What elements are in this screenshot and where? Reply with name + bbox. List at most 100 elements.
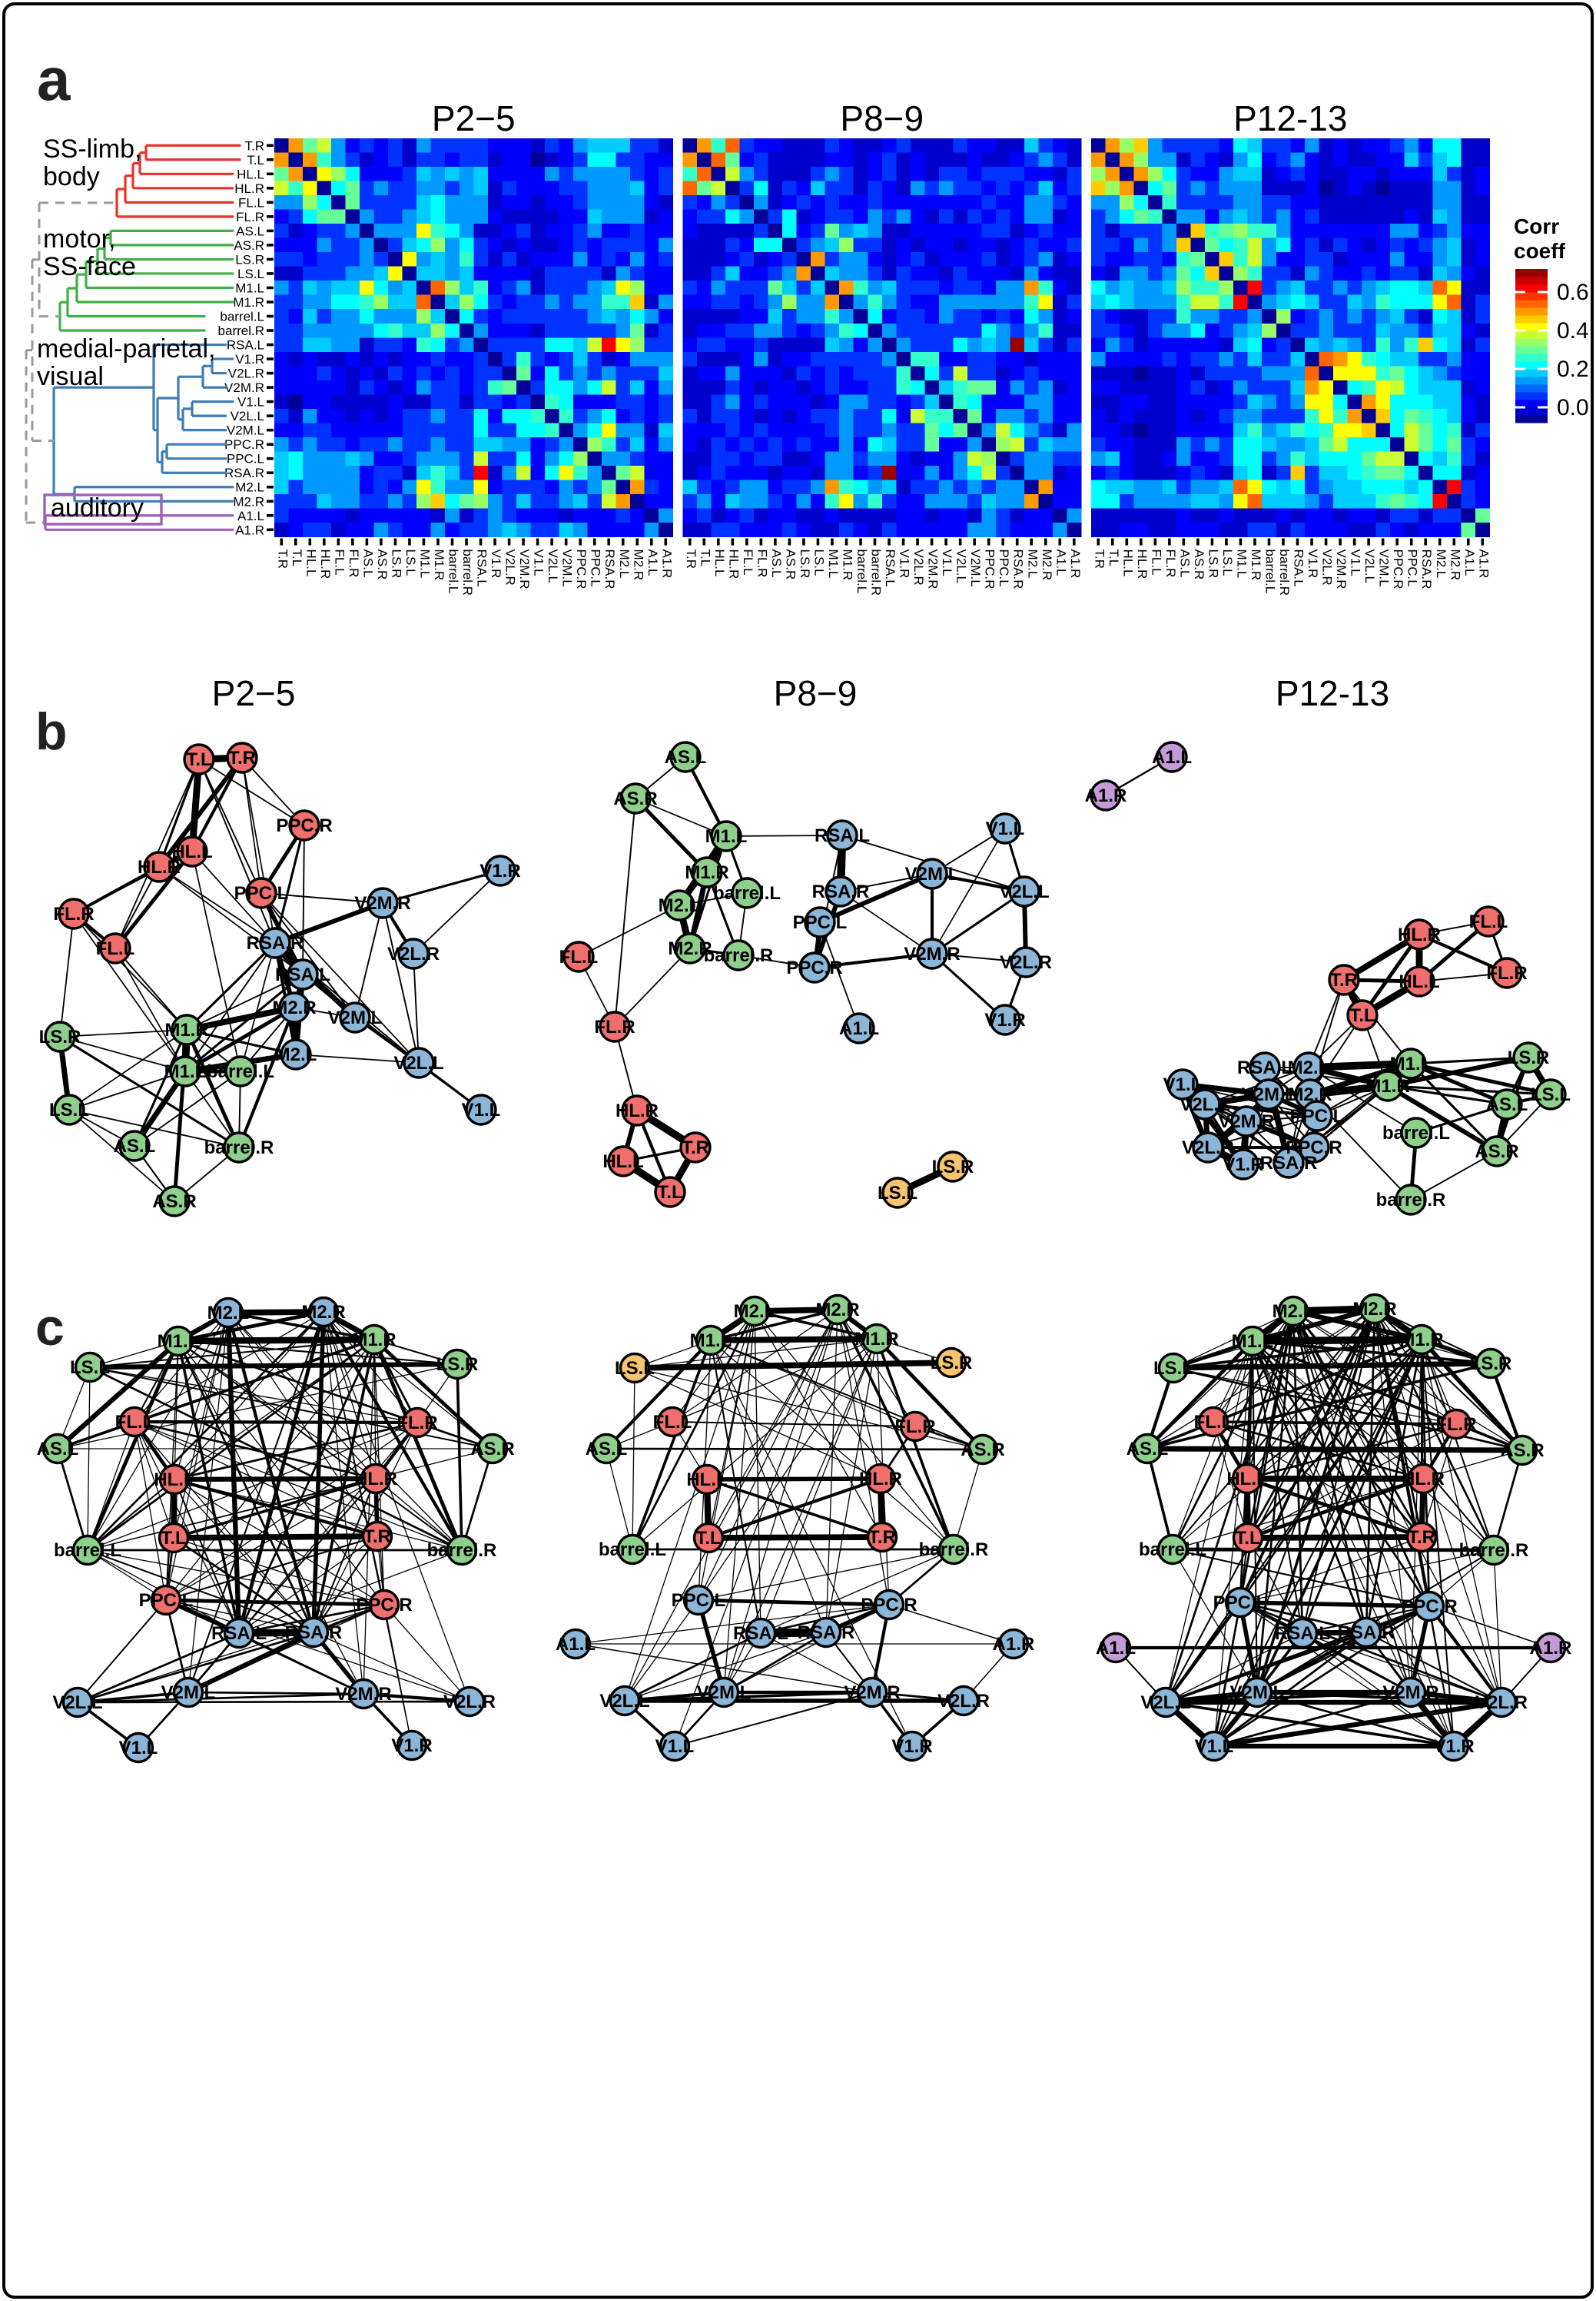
col-label: LS.R bbox=[798, 550, 812, 579]
node-A1.L bbox=[843, 1012, 875, 1044]
node-label-AS.R: AS.R bbox=[152, 1191, 196, 1212]
node-label-LS.R: LS.R bbox=[436, 1354, 479, 1375]
node-barrel.L bbox=[1156, 1533, 1189, 1566]
node-label-FL.L: FL.L bbox=[559, 947, 599, 968]
node-label-FL.L: FL.L bbox=[1194, 1412, 1233, 1433]
col-label: RSA.L bbox=[1292, 550, 1306, 587]
node-label-M2.R: M2.R bbox=[668, 938, 712, 959]
panel-b-title-2: P12-13 bbox=[1276, 673, 1389, 713]
node-label-V1.L: V1.L bbox=[986, 818, 1025, 839]
node-label-T.L: T.L bbox=[161, 1528, 186, 1549]
node-label-M1.R: M1.R bbox=[685, 862, 728, 883]
node-M1.R bbox=[861, 1323, 893, 1355]
node-PPC.R bbox=[368, 1589, 400, 1621]
node-label-V1.R: V1.R bbox=[1223, 1154, 1263, 1175]
node-label-AS.L: AS.L bbox=[1486, 1094, 1528, 1115]
node-M2.R bbox=[674, 932, 706, 965]
node-FL.R bbox=[1491, 957, 1523, 989]
node-V1.L bbox=[465, 1094, 497, 1126]
node-label-PPC.L: PPC.L bbox=[793, 912, 848, 933]
node-label-M2.R: M2.R bbox=[301, 1302, 345, 1323]
node-barrel.R bbox=[1478, 1534, 1510, 1566]
col-label: A1.L bbox=[645, 550, 660, 576]
node-M2.R bbox=[307, 1296, 340, 1328]
node-V2M.L bbox=[916, 858, 948, 890]
node-label-barrel.L: barrel.L bbox=[599, 1539, 666, 1560]
node-V1.L bbox=[1166, 1068, 1199, 1101]
node-label-PPC.L: PPC.L bbox=[672, 1590, 726, 1611]
node-FL.L bbox=[562, 941, 595, 973]
node-label-PPC.R: PPC.R bbox=[861, 1595, 917, 1615]
node-label-A1.L: A1.L bbox=[839, 1018, 879, 1039]
graph-b3: A1.L A1.R FL.L HL.R T.R HL.L FL.R T.L LS.R M1.L RS… bbox=[1085, 741, 1571, 1216]
node-label-PPC.L: PPC.L bbox=[1290, 1106, 1345, 1127]
node-label-V2L.L: V2L.L bbox=[1180, 1094, 1229, 1115]
col-label: LS.L bbox=[403, 550, 418, 576]
node-label-LS.L: LS.L bbox=[49, 1100, 89, 1121]
node-label-LS.R: LS.R bbox=[931, 1353, 973, 1373]
col-label: PPC.R bbox=[1391, 550, 1405, 589]
heatmap-title: P2−5 bbox=[432, 98, 516, 138]
node-label-M2.L: M2.L bbox=[659, 895, 701, 916]
node-M2.R bbox=[1359, 1293, 1391, 1325]
node-LS.R bbox=[44, 1021, 76, 1053]
node-T.R bbox=[226, 742, 258, 774]
node-M1.R bbox=[1405, 1323, 1438, 1356]
col-label: barrel.R bbox=[1277, 550, 1292, 596]
col-label: HL.R bbox=[318, 550, 333, 579]
col-label: V2M.L bbox=[1377, 550, 1392, 587]
node-label-V2M.L: V2M.L bbox=[328, 1008, 383, 1028]
node-RSA.R bbox=[1272, 1147, 1305, 1179]
node-label-A1.R: A1.R bbox=[1530, 1638, 1572, 1659]
panel-b: P2−5T.L T.RPPC.RHL.LHL.RPPC.LFL.RFL.LV1.R… bbox=[39, 673, 1571, 1217]
row-label: FL.R bbox=[236, 210, 264, 224]
node-LS.R bbox=[441, 1348, 473, 1380]
row-label: HL.L bbox=[237, 167, 264, 181]
node-FL.L bbox=[1472, 905, 1505, 938]
panel-a: P2−5T.R T.L HL.L HL.R FL.L FL.R AS.L AS.R LS.R LS… bbox=[25, 98, 1589, 596]
node-A1.R bbox=[1090, 779, 1122, 812]
row-label: V2L.L bbox=[231, 409, 264, 423]
node-RSA.R bbox=[1350, 1616, 1382, 1649]
node-label-V1.L: V1.L bbox=[462, 1100, 501, 1121]
node-label-V2M.L: V2M.L bbox=[1230, 1682, 1285, 1703]
node-label-V2M.L: V2M.L bbox=[161, 1682, 216, 1703]
node-label-AS.R: AS.R bbox=[1475, 1141, 1518, 1162]
heatmap-title: P8−9 bbox=[840, 98, 924, 138]
cluster-label-text: motor, bbox=[43, 224, 115, 254]
node-V2M.L bbox=[172, 1676, 204, 1708]
col-label: M1.R bbox=[432, 550, 446, 581]
node-T.L bbox=[1346, 999, 1379, 1031]
node-V2L.R bbox=[947, 1685, 980, 1717]
col-label: V2L.R bbox=[1320, 550, 1335, 586]
node-PPC.R bbox=[1413, 1590, 1445, 1622]
node-label-A1.L: A1.L bbox=[1096, 1638, 1136, 1659]
node-label-V2M.L: V2M.L bbox=[905, 864, 960, 885]
col-label: RSA.L bbox=[475, 550, 489, 587]
node-V2M.L bbox=[708, 1676, 740, 1708]
node-V1.R bbox=[484, 855, 516, 887]
col-label: M1.L bbox=[1234, 550, 1249, 579]
node-label-LS.R: LS.R bbox=[1470, 1353, 1512, 1374]
node-LS.L bbox=[1535, 1078, 1567, 1111]
row-label: T.R bbox=[245, 138, 265, 153]
node-label-LS.L: LS.L bbox=[1531, 1084, 1571, 1105]
node-label-FL.R: FL.R bbox=[397, 1413, 437, 1433]
node-label-V1.L: V1.L bbox=[655, 1736, 695, 1757]
col-label: barrel.L bbox=[446, 550, 461, 594]
node-V2M.L bbox=[339, 1001, 371, 1034]
col-label: barrel.R bbox=[869, 550, 884, 596]
col-label: AS.L bbox=[1177, 550, 1192, 578]
node-label-PPC.R: PPC.R bbox=[1286, 1137, 1342, 1158]
node-V2L.L bbox=[1008, 875, 1040, 908]
node-V2L.R bbox=[1485, 1686, 1518, 1718]
row-label: PPC.R bbox=[224, 437, 264, 452]
node-M2.L bbox=[738, 1295, 771, 1327]
row-label: M1.L bbox=[235, 281, 264, 295]
node-label-RSA.L: RSA.L bbox=[1237, 1058, 1292, 1078]
node-AS.R bbox=[1506, 1434, 1538, 1466]
node-barrel.R bbox=[722, 939, 755, 971]
